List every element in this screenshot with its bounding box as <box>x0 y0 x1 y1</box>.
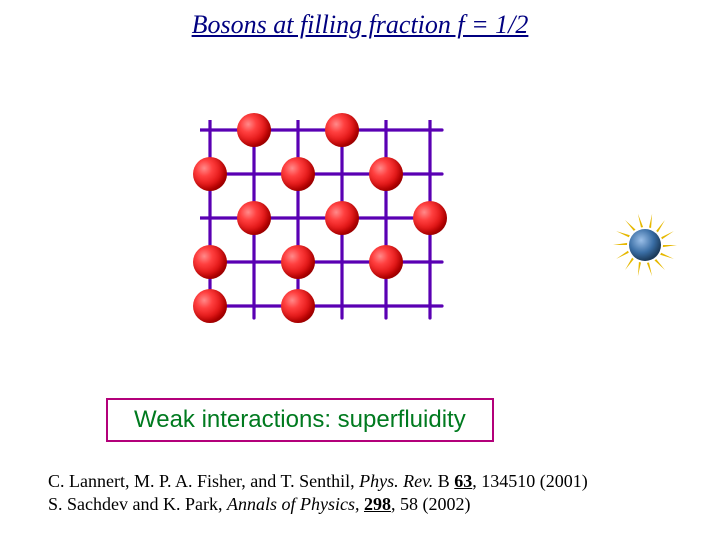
boson <box>193 157 227 191</box>
boson <box>237 201 271 235</box>
ref-series: , <box>355 494 364 514</box>
ref-series: B <box>438 471 455 491</box>
boson <box>193 245 227 279</box>
boson <box>281 245 315 279</box>
boson <box>237 113 271 147</box>
caption-box: Weak interactions: superfluidity <box>106 398 494 442</box>
page-title: Bosons at filling fraction f = 1/2 <box>0 10 720 40</box>
reference-line: S. Sachdev and K. Park, Annals of Physic… <box>48 493 588 516</box>
reference-line: C. Lannert, M. P. A. Fisher, and T. Sent… <box>48 470 588 493</box>
ref-authors: C. Lannert, M. P. A. Fisher, and T. Sent… <box>48 471 359 491</box>
side-decorative-icon <box>600 210 690 280</box>
ref-vol: 298 <box>364 494 391 514</box>
references: C. Lannert, M. P. A. Fisher, and T. Sent… <box>48 470 588 515</box>
boson <box>281 157 315 191</box>
boson <box>193 289 227 323</box>
boson-layer <box>200 120 484 360</box>
boson <box>325 113 359 147</box>
boson <box>369 157 403 191</box>
ref-vol: 63 <box>454 471 472 491</box>
boson <box>369 245 403 279</box>
globe-icon <box>629 229 661 261</box>
ref-journal: Phys. Rev. <box>359 471 438 491</box>
boson <box>325 201 359 235</box>
ref-journal: Annals of Physics <box>227 494 355 514</box>
boson <box>413 201 447 235</box>
ref-rest: , 134510 (2001) <box>472 471 588 491</box>
boson <box>281 289 315 323</box>
ref-authors: S. Sachdev and K. Park, <box>48 494 227 514</box>
ref-rest: , 58 (2002) <box>391 494 471 514</box>
lattice-diagram <box>200 120 484 360</box>
caption-text: Weak interactions: superfluidity <box>134 406 466 433</box>
